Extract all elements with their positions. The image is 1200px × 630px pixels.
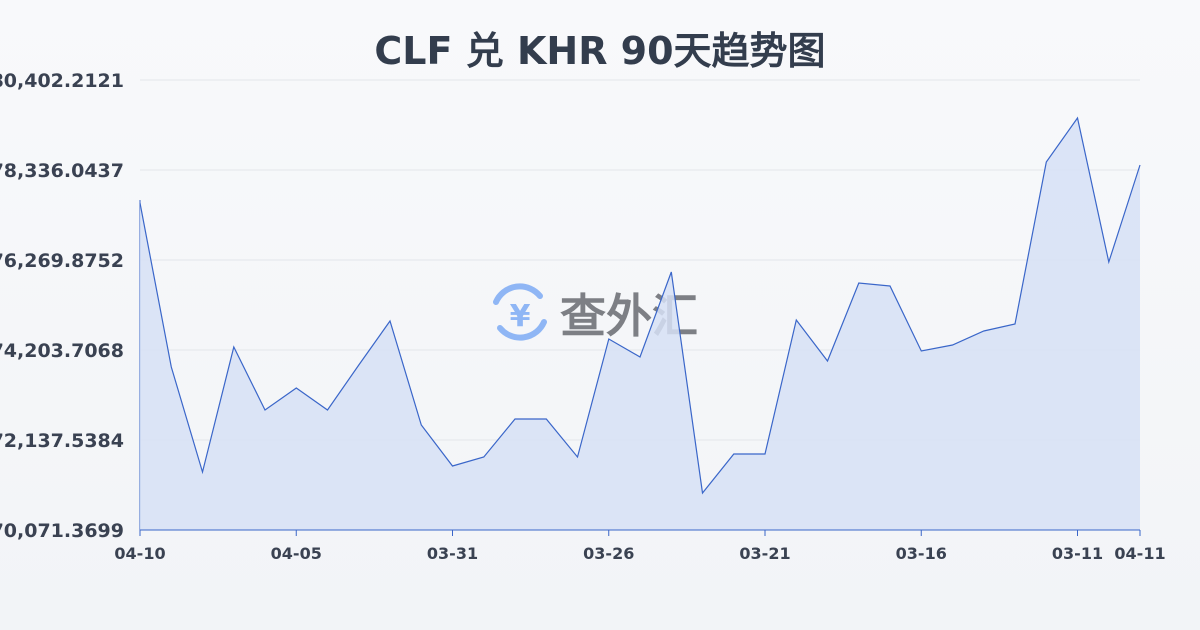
data-point [420, 423, 423, 426]
data-point [951, 344, 954, 347]
x-tick-label: 03-21 [739, 544, 790, 563]
data-point [889, 284, 892, 287]
data-point [826, 360, 829, 363]
yuan-exchange-icon: ¥ [493, 283, 547, 341]
x-tick-label: 03-16 [896, 544, 947, 563]
series-line [139, 116, 1141, 495]
data-point [1076, 116, 1079, 119]
data-point [201, 470, 204, 473]
data-point [920, 349, 923, 352]
data-point [982, 329, 985, 332]
y-tick-label: 172,137.5384 [0, 430, 124, 452]
data-point [389, 320, 392, 323]
x-tick-label: 03-26 [583, 544, 634, 563]
data-point [795, 319, 798, 322]
data-point [857, 281, 860, 284]
data-point [357, 364, 360, 367]
data-point [482, 456, 485, 459]
x-tick-label: 04-05 [271, 544, 322, 563]
data-point [295, 387, 298, 390]
area-fill [140, 118, 1140, 530]
data-point [1045, 160, 1048, 163]
data-point [451, 464, 454, 467]
data-point [576, 456, 579, 459]
data-point [170, 366, 173, 369]
svg-text:¥: ¥ [510, 299, 531, 334]
y-tick-label: 180,402.2121 [0, 70, 124, 92]
x-tick-label: 03-11 [1052, 544, 1103, 563]
data-point [764, 453, 767, 456]
data-point [732, 453, 735, 456]
data-point [264, 409, 267, 412]
x-tick-label: 04-10 [114, 544, 165, 563]
data-point [607, 338, 610, 341]
data-point [139, 202, 142, 205]
data-point [514, 417, 517, 420]
x-tick-label: 03-31 [427, 544, 478, 563]
data-point [326, 409, 329, 412]
data-point [701, 491, 704, 494]
y-tick-label: 174,203.7068 [0, 340, 124, 362]
data-point [1139, 163, 1142, 166]
x-tick-label: 04-11 [1114, 544, 1165, 563]
data-point [545, 417, 548, 420]
data-point [639, 356, 642, 359]
data-point [670, 271, 673, 274]
data-point [1107, 260, 1110, 263]
y-tick-label: 170,071.3699 [0, 520, 124, 542]
data-point [1014, 322, 1017, 325]
chart-title: CLF 兑 KHR 90天趋势图 [374, 29, 826, 73]
data-point [232, 346, 235, 349]
y-tick-label: 178,336.0437 [0, 160, 124, 182]
y-tick-label: 176,269.8752 [0, 250, 124, 272]
